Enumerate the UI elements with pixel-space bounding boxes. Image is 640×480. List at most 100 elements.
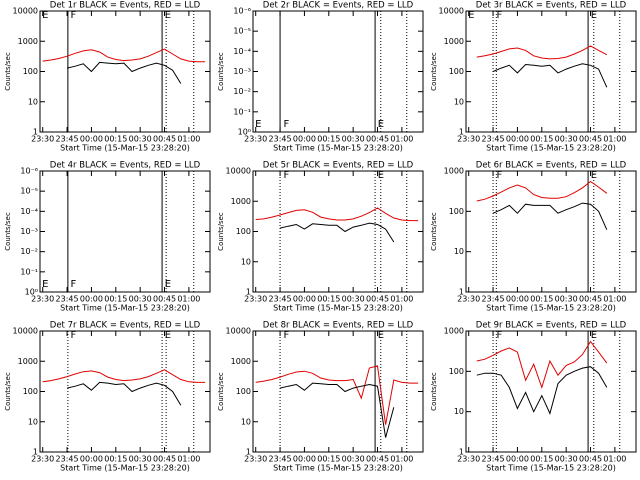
y-tick-label: 100 <box>449 67 464 76</box>
x-tick-label: 01:00 <box>177 295 200 304</box>
y-tick-label: 1000 <box>444 37 464 46</box>
event-label: E <box>591 10 597 21</box>
x-tick-label: 23:30 <box>31 135 54 144</box>
event-label: E <box>255 119 261 130</box>
event-label: E <box>165 330 171 341</box>
x-tick-label: 00:00 <box>293 135 316 144</box>
x-tick-label: 01:00 <box>603 455 626 464</box>
plot-frame <box>252 10 424 133</box>
rate-line <box>255 365 419 425</box>
y-tick-label: 10⁻¹ <box>20 267 38 276</box>
rate-line <box>42 48 206 63</box>
y-tick-label: 1000 <box>18 357 38 366</box>
y-tick-label: 10000 <box>439 7 464 16</box>
x-tick-label: 01:00 <box>177 135 200 144</box>
x-axis-label: Start Time (15-Mar-15 23:28:20) <box>273 144 403 153</box>
y-tick-label: 10 <box>241 417 251 426</box>
event-label: F <box>71 10 77 21</box>
x-tick-label: 00:30 <box>555 455 578 464</box>
y-tick-label: 100 <box>236 387 251 396</box>
rate-line <box>255 207 419 222</box>
x-tick-label: 00:00 <box>293 455 316 464</box>
x-tick-label: 00:45 <box>366 455 389 464</box>
event-label: F <box>284 119 290 130</box>
rate-line <box>42 369 206 383</box>
y-tick-label: 10⁻⁶ <box>233 7 251 16</box>
x-tick-label: 23:45 <box>269 295 292 304</box>
y-tick-label: 1 <box>246 288 251 297</box>
y-tick-label: 10⁻¹ <box>233 107 251 116</box>
x-tick-label: 23:45 <box>482 295 505 304</box>
x-tick-label: 01:00 <box>390 135 413 144</box>
event-label: F <box>497 10 503 21</box>
y-tick-label: 10⁻² <box>20 247 38 256</box>
x-tick-label: 23:45 <box>482 455 505 464</box>
rate-line <box>476 180 608 202</box>
x-axis-label: Start Time (15-Mar-15 23:28:20) <box>60 304 190 313</box>
y-axis-label: Counts/sec <box>217 52 225 91</box>
event-label: E <box>42 279 48 290</box>
y-axis-label: Counts/sec <box>217 372 225 411</box>
y-tick-label: 10⁻⁵ <box>20 187 38 196</box>
plot-frame <box>39 330 211 453</box>
x-tick-label: 00:15 <box>317 295 340 304</box>
x-tick-label: 00:45 <box>366 295 389 304</box>
event-label: E <box>591 170 597 181</box>
x-tick-label: 00:30 <box>342 135 365 144</box>
panel-title: Det 9r BLACK = Events, RED = LLD <box>476 321 627 331</box>
x-tick-label: 00:30 <box>555 295 578 304</box>
x-tick-label: 00:15 <box>317 455 340 464</box>
x-axis-label: Start Time (15-Mar-15 23:28:20) <box>60 144 190 153</box>
plot-frame <box>39 170 211 293</box>
y-tick-label: 1 <box>246 448 251 457</box>
x-tick-label: 00:15 <box>530 295 553 304</box>
x-tick-label: 00:15 <box>317 135 340 144</box>
x-tick-label: 00:30 <box>129 455 152 464</box>
panel-title: Det 3r BLACK = Events, RED = LLD <box>476 1 627 11</box>
x-tick-label: 23:30 <box>31 295 54 304</box>
y-tick-label: 1000 <box>444 327 464 336</box>
rate-line <box>66 61 182 84</box>
y-tick-label: 1 <box>459 448 464 457</box>
x-tick-label: 00:45 <box>153 295 176 304</box>
rate-line <box>66 381 182 406</box>
event-label: E <box>591 330 597 341</box>
x-tick-label: 23:45 <box>56 455 79 464</box>
x-tick-label: 00:00 <box>80 455 103 464</box>
y-tick-label: 10 <box>241 257 251 266</box>
y-tick-label: 10⁻³ <box>20 227 38 236</box>
x-tick-label: 23:45 <box>56 295 79 304</box>
x-tick-label: 23:30 <box>244 295 267 304</box>
rate-line <box>279 222 395 243</box>
x-tick-label: 23:30 <box>457 295 480 304</box>
y-tick-label: 10 <box>28 97 38 106</box>
y-tick-label: 100 <box>236 227 251 236</box>
event-label: F <box>284 170 290 181</box>
y-axis-label: Counts/sec <box>217 212 225 251</box>
event-label: E <box>378 119 384 130</box>
rate-line <box>476 340 608 390</box>
x-axis-label: Start Time (15-Mar-15 23:28:20) <box>273 304 403 313</box>
y-tick-label: 10⁻³ <box>233 67 251 76</box>
y-tick-label: 10000 <box>226 167 251 176</box>
x-tick-label: 00:30 <box>342 455 365 464</box>
x-tick-label: 01:00 <box>177 455 200 464</box>
y-tick-label: 10⁻⁶ <box>20 167 38 176</box>
x-tick-label: 00:45 <box>579 135 602 144</box>
event-label: E <box>42 10 48 21</box>
event-label: F <box>497 330 503 341</box>
panel-title: Det 4r BLACK = Events, RED = LLD <box>50 161 201 171</box>
plot-frame <box>252 330 424 453</box>
rate-line <box>476 45 608 60</box>
plot-frame <box>465 10 637 133</box>
x-axis-label: Start Time (15-Mar-15 23:28:20) <box>486 144 616 153</box>
rate-line <box>492 63 608 88</box>
y-tick-label: 100 <box>449 207 464 216</box>
y-tick-label: 10000 <box>13 327 38 336</box>
rate-line <box>492 202 608 230</box>
x-tick-label: 23:45 <box>269 135 292 144</box>
y-axis-label: Counts/sec <box>430 372 438 411</box>
x-tick-label: 01:00 <box>390 455 413 464</box>
event-label: E <box>378 330 384 341</box>
